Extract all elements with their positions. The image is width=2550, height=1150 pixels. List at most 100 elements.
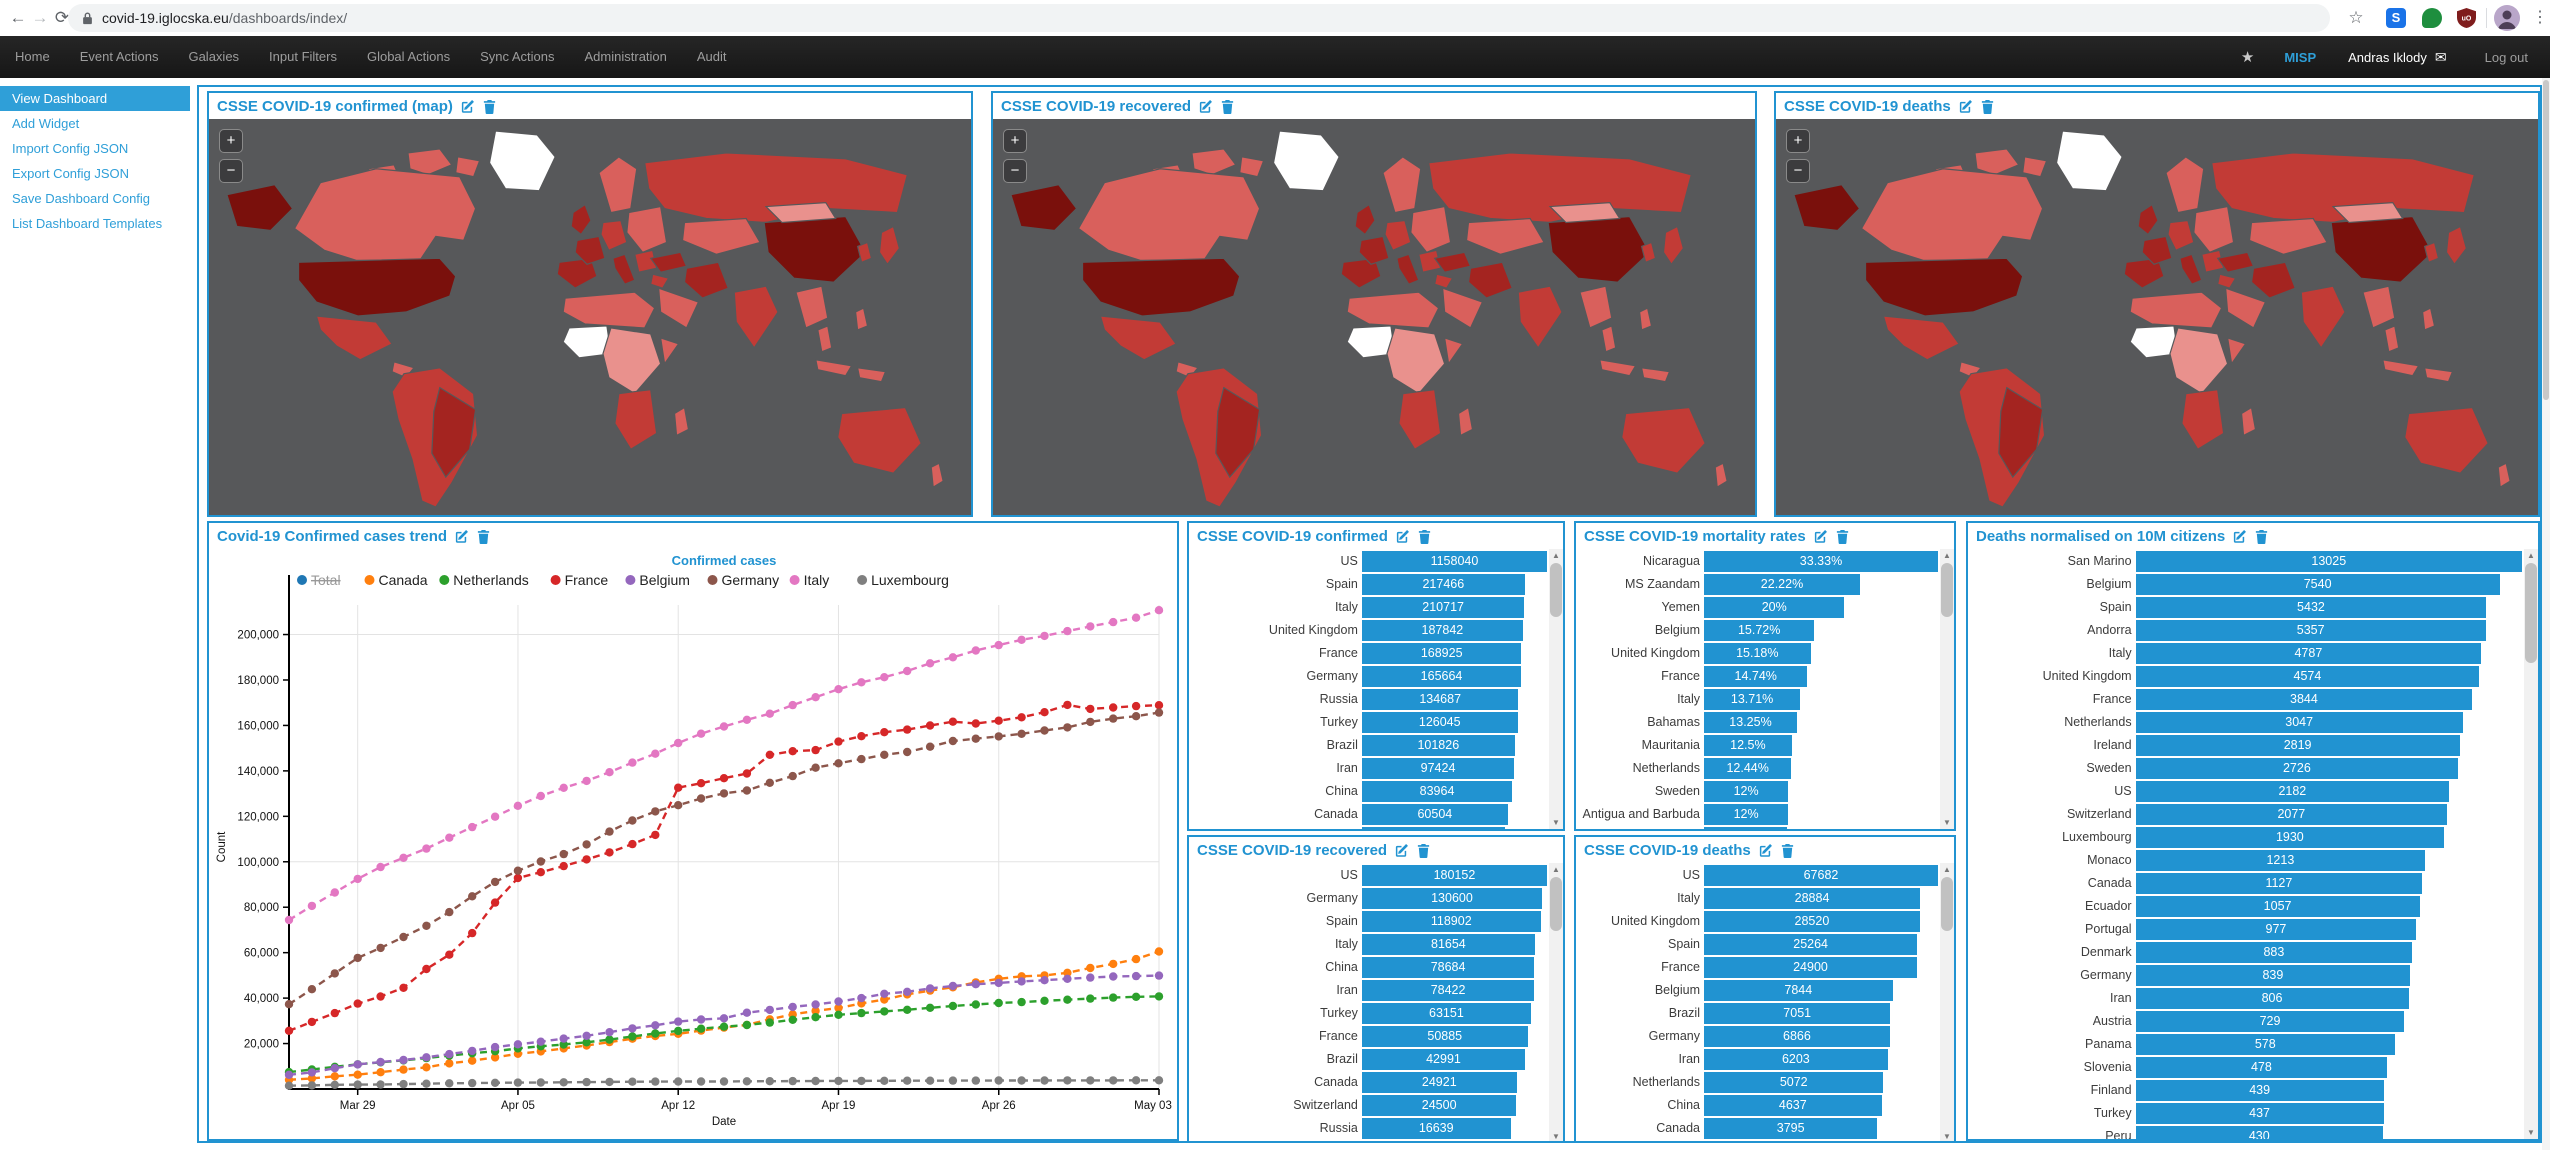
navbar-item-event-actions[interactable]: Event Actions xyxy=(79,49,159,64)
mail-icon[interactable]: ✉ xyxy=(2434,48,2447,65)
scrollbar-thumb[interactable] xyxy=(1941,563,1953,617)
legend-marker-belgium[interactable] xyxy=(625,575,636,585)
widget-scrollbar[interactable]: ▲ ▼ xyxy=(2524,549,2538,1139)
sidebar-item-import-config-json[interactable]: Import Config JSON xyxy=(12,141,129,156)
trash-icon[interactable] xyxy=(2254,529,2269,544)
bar-row-label: Switzerland xyxy=(1293,1098,1358,1112)
map-zoom-in-button[interactable]: + xyxy=(1003,129,1027,153)
browser-reload-icon[interactable]: ⟳ xyxy=(54,8,70,27)
sidebar-item-export-config-json[interactable]: Export Config JSON xyxy=(12,166,130,181)
bar-row: Andorra 5357 xyxy=(1970,620,2522,641)
scroll-down-icon[interactable]: ▼ xyxy=(2527,1128,2535,1137)
scroll-up-icon[interactable]: ▲ xyxy=(2527,551,2535,560)
page-scrollbar[interactable] xyxy=(2542,78,2550,1150)
scrollbar-thumb[interactable] xyxy=(2525,563,2537,663)
edit-icon[interactable] xyxy=(1958,99,1973,114)
map-zoom-out-button[interactable]: − xyxy=(219,159,243,183)
browser-back-icon[interactable]: ← xyxy=(9,8,27,27)
navbar-item-sync-actions[interactable]: Sync Actions xyxy=(480,49,555,64)
widget-title: CSSE COVID-19 confirmed xyxy=(1197,527,1388,545)
scrollbar-thumb[interactable] xyxy=(1941,877,1953,931)
scrollbar-thumb[interactable] xyxy=(1550,877,1562,931)
map-zoom-in-button[interactable]: + xyxy=(219,129,243,153)
trash-icon[interactable] xyxy=(1417,529,1432,544)
extension-s-icon[interactable]: S xyxy=(2386,8,2406,28)
address-bar[interactable]: covid-19.iglocska.eu/dashboards/index/ xyxy=(68,4,2330,32)
edit-icon[interactable] xyxy=(460,99,475,114)
trash-icon[interactable] xyxy=(1780,843,1795,858)
sidebar-item-view-dashboard[interactable]: View Dashboard xyxy=(0,86,190,111)
scroll-down-icon[interactable]: ▼ xyxy=(1552,818,1560,827)
edit-icon[interactable] xyxy=(1758,843,1773,858)
world-map-deaths[interactable]: + − xyxy=(1776,119,2538,515)
legend-marker-italy[interactable] xyxy=(789,575,800,585)
legend-item-luxembourg[interactable]: Luxembourg xyxy=(871,572,949,588)
legend-item-netherlands[interactable]: Netherlands xyxy=(453,572,529,588)
logout-link[interactable]: Log out xyxy=(2484,49,2528,65)
browser-forward-icon[interactable]: → xyxy=(31,8,49,27)
legend-item-belgium[interactable]: Belgium xyxy=(639,572,690,588)
trash-icon[interactable] xyxy=(1220,99,1235,114)
navbar-item-home[interactable]: Home xyxy=(15,49,50,64)
world-map-recovered[interactable]: + − xyxy=(993,119,1755,515)
edit-icon[interactable] xyxy=(1395,529,1410,544)
legend-item-total[interactable]: Total xyxy=(311,572,341,588)
bar-row-zone: 439 xyxy=(2135,1080,2522,1101)
scroll-down-icon[interactable]: ▼ xyxy=(1943,1132,1951,1141)
legend-item-italy[interactable]: Italy xyxy=(804,572,830,588)
legend-item-france[interactable]: France xyxy=(565,572,609,588)
trash-icon[interactable] xyxy=(1416,843,1431,858)
navbar-item-input-filters[interactable]: Input Filters xyxy=(269,49,337,64)
edit-icon[interactable] xyxy=(2232,529,2247,544)
world-map-confirmed[interactable]: + − xyxy=(209,119,971,515)
legend-marker-luxembourg[interactable] xyxy=(857,575,868,585)
legend-item-canada[interactable]: Canada xyxy=(379,572,428,588)
widget-scrollbar[interactable]: ▲ ▼ xyxy=(1549,549,1563,829)
legend-marker-total[interactable] xyxy=(297,575,307,585)
legend-marker-netherlands[interactable] xyxy=(439,575,450,585)
scroll-up-icon[interactable]: ▲ xyxy=(1552,551,1560,560)
legend-marker-canada[interactable] xyxy=(364,575,375,585)
widget-scrollbar[interactable]: ▲ ▼ xyxy=(1549,863,1563,1141)
user-profile-link[interactable]: Andras Iklody xyxy=(2348,49,2427,65)
map-zoom-in-button[interactable]: + xyxy=(1786,129,1810,153)
favorites-star-icon[interactable]: ★ xyxy=(2240,49,2255,66)
navbar-item-global-actions[interactable]: Global Actions xyxy=(366,49,451,64)
bar-row-zone: 28520 xyxy=(1704,911,1938,932)
sidebar-item-save-dashboard-config[interactable]: Save Dashboard Config xyxy=(12,191,151,206)
extension-green-icon[interactable] xyxy=(2422,8,2442,28)
legend-marker-germany[interactable] xyxy=(707,575,718,585)
bar-row: Belgium49906 xyxy=(1191,827,1547,829)
legend-marker-france[interactable] xyxy=(550,575,561,585)
trash-icon[interactable] xyxy=(1835,529,1850,544)
navbar-item-galaxies[interactable]: Galaxies xyxy=(188,49,240,64)
scroll-up-icon[interactable]: ▲ xyxy=(1552,865,1560,874)
scroll-down-icon[interactable]: ▼ xyxy=(1943,818,1951,827)
edit-icon[interactable] xyxy=(1394,843,1409,858)
bookmark-star-icon[interactable]: ☆ xyxy=(2348,8,2364,27)
edit-icon[interactable] xyxy=(454,529,469,544)
scroll-up-icon[interactable]: ▲ xyxy=(1943,865,1951,874)
scroll-up-icon[interactable]: ▲ xyxy=(1943,551,1951,560)
widget-scrollbar[interactable]: ▲ ▼ xyxy=(1940,863,1954,1141)
page-scrollbar-thumb[interactable] xyxy=(2543,80,2549,400)
map-zoom-out-button[interactable]: − xyxy=(1003,159,1027,183)
widget-scrollbar[interactable]: ▲ ▼ xyxy=(1940,549,1954,829)
navbar-item-administration[interactable]: Administration xyxy=(584,49,667,64)
scrollbar-thumb[interactable] xyxy=(1550,563,1562,617)
trash-icon[interactable] xyxy=(1980,99,1995,114)
browser-menu-icon[interactable]: ⋮ xyxy=(2532,9,2548,26)
edit-icon[interactable] xyxy=(1198,99,1213,114)
adblock-shield-icon[interactable]: uO xyxy=(2456,7,2477,29)
scroll-down-icon[interactable]: ▼ xyxy=(1552,1132,1560,1141)
map-zoom-out-button[interactable]: − xyxy=(1786,159,1810,183)
trash-icon[interactable] xyxy=(476,529,491,544)
sidebar-item-list-dashboard-templates[interactable]: List Dashboard Templates xyxy=(12,216,163,231)
trash-icon[interactable] xyxy=(482,99,497,114)
legend-item-germany[interactable]: Germany xyxy=(722,572,780,588)
navbar-item-audit[interactable]: Audit xyxy=(696,49,727,64)
sidebar-item-add-widget[interactable]: Add Widget xyxy=(12,116,80,131)
edit-icon[interactable] xyxy=(1813,529,1828,544)
browser-avatar[interactable] xyxy=(2494,5,2520,31)
misp-brand-link[interactable]: MISP xyxy=(2284,49,2317,65)
